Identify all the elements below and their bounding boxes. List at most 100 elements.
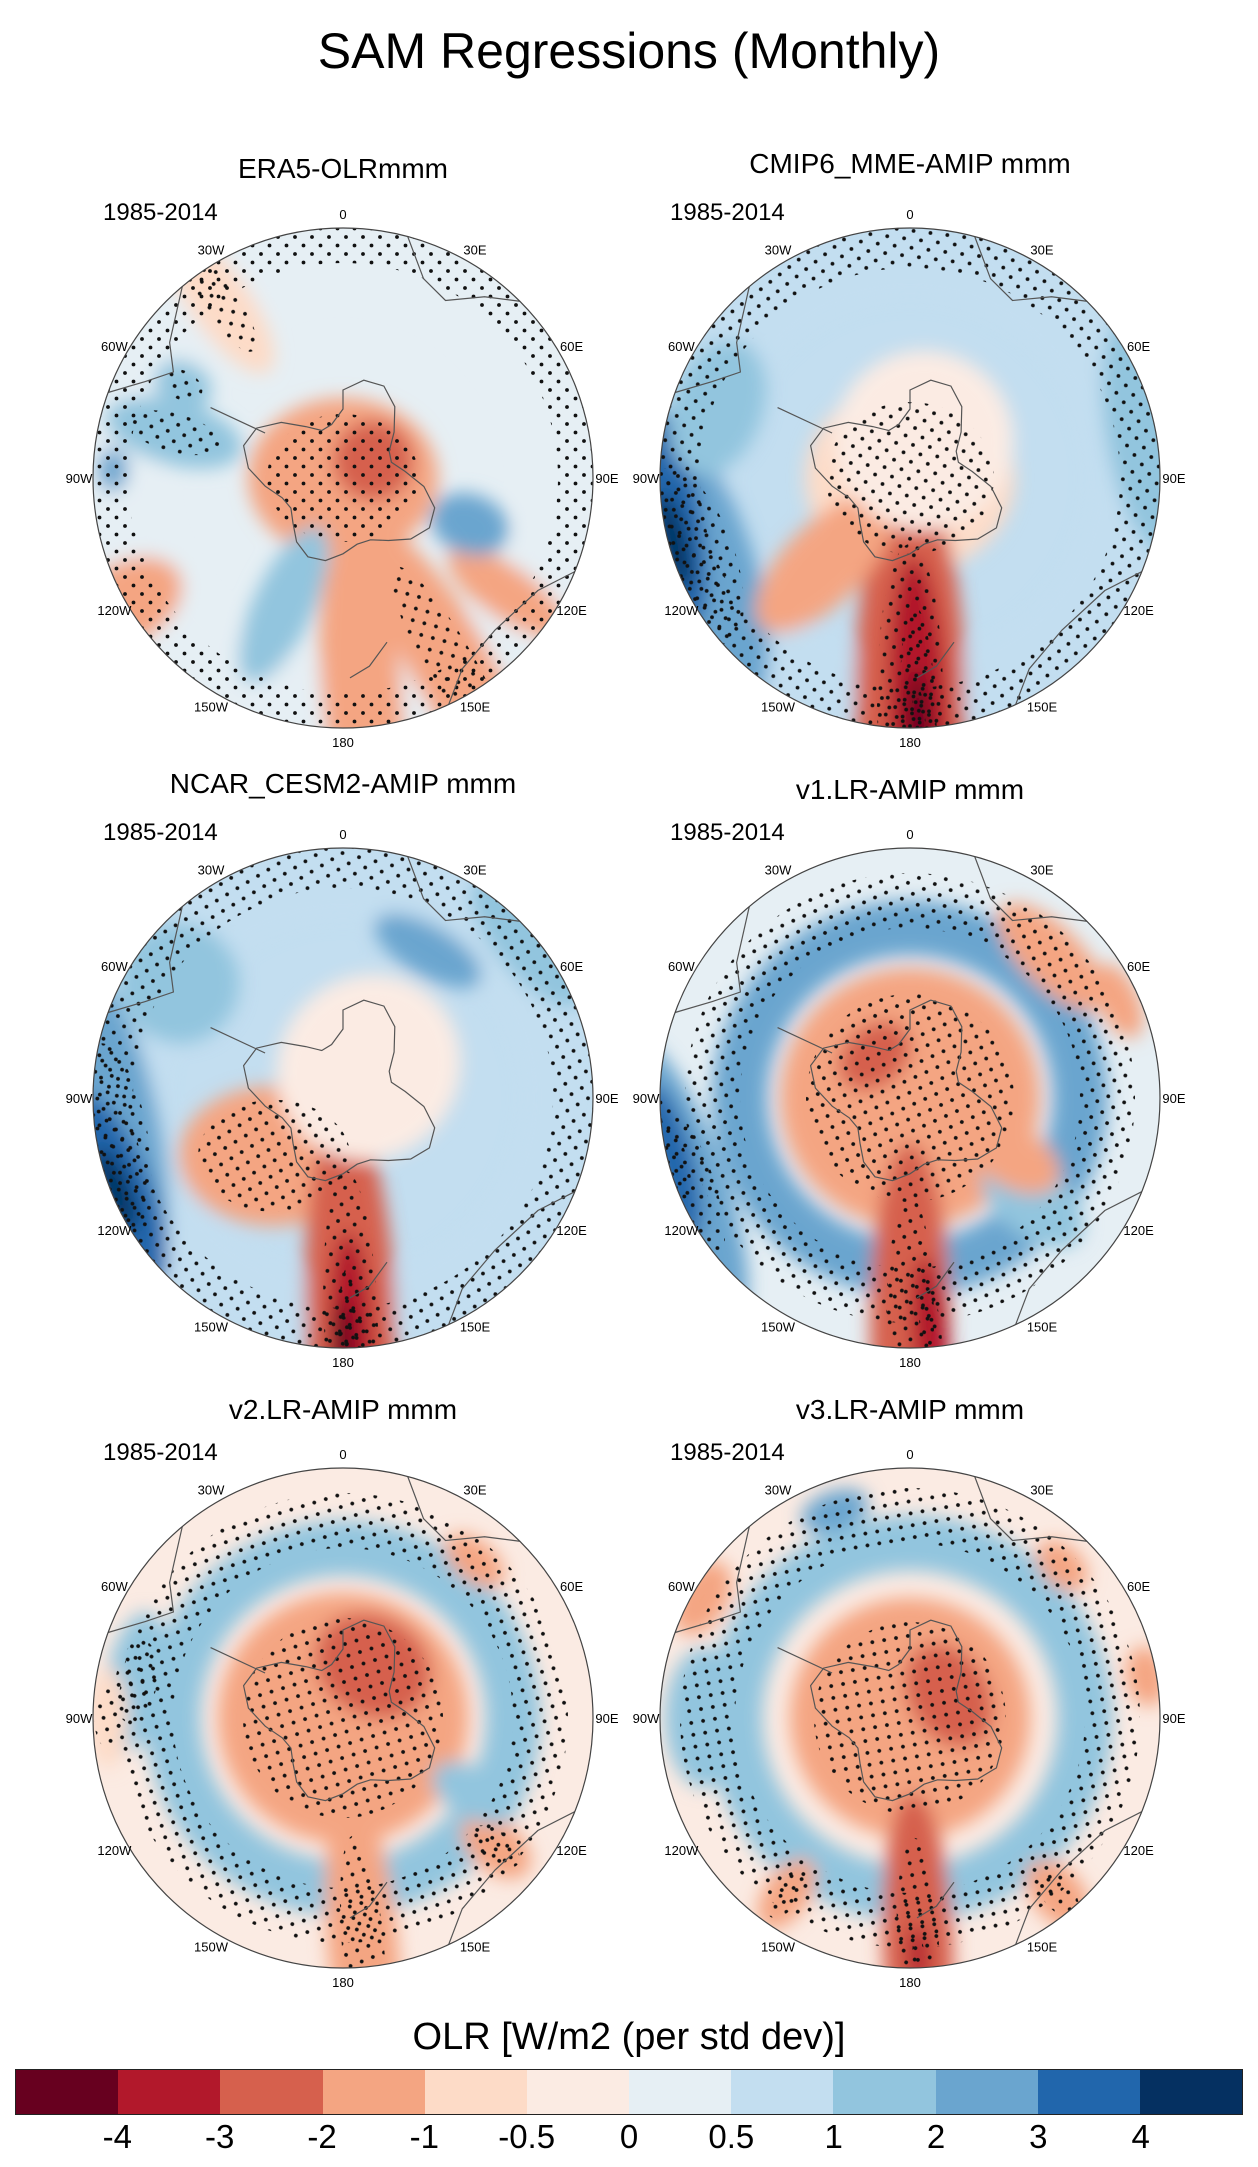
colorbar-swatch (1139, 2070, 1243, 2114)
colorbar-swatch (526, 2070, 630, 2114)
longitude-label: 150W (761, 1940, 796, 1955)
significance-stippling (660, 873, 1135, 1348)
colorbar-tick-label: -4 (102, 2118, 132, 2155)
longitude-label: 60E (1127, 959, 1150, 974)
longitude-label: 30W (198, 242, 225, 257)
longitude-label: 0 (339, 1447, 346, 1462)
polar-map: 0 30E 60E 90E 120E 150E 180 150W 120W 90W 60W 30W (633, 1447, 1186, 1988)
longitude-label: 90E (1162, 1711, 1185, 1726)
panel-period: 1985-2014 (670, 819, 785, 846)
colorbar-swatch (322, 2070, 425, 2114)
map-boundary (92, 1467, 594, 1969)
longitude-label: 90E (595, 471, 618, 486)
anomaly-region (430, 492, 509, 556)
panel-period: 1985-2014 (670, 1439, 785, 1466)
longitude-label: 60W (668, 339, 695, 354)
coastline (674, 856, 1143, 1325)
longitude-label: 30W (198, 862, 225, 877)
anomaly-region (319, 537, 404, 728)
panel-period: 1985-2014 (103, 199, 218, 226)
longitude-label: 150W (194, 1940, 229, 1955)
map-panel: NCAR_CESM2-AMIP mmm 1985-2014 0 30E 60E 90E… (53, 768, 633, 1368)
coastline (107, 1476, 576, 1945)
longitude-label: 120E (556, 1223, 587, 1238)
longitude-label: 150E (460, 1320, 491, 1335)
longitude-label: 150W (194, 700, 229, 715)
colorbar-swatch (833, 2070, 936, 2114)
longitude-label: 90W (66, 471, 93, 486)
panel-title: CMIP6_MME-AMIP mmm (749, 148, 1071, 179)
longitude-label: 30E (1030, 862, 1053, 877)
longitude-label: 30W (765, 862, 792, 877)
longitude-label: 180 (332, 1975, 354, 1988)
colorbar-tick-label: 2 (926, 2118, 946, 2155)
coastline (107, 236, 576, 705)
polar-map: 0 30E 60E 90E 120E 150E 180 150W 120W 90W 60W 30W (633, 827, 1186, 1368)
colorbar-title: OLR [W/m2 (per std dev)] (412, 2016, 846, 2058)
longitude-label: 90W (633, 1091, 660, 1106)
longitude-label: 90E (595, 1091, 618, 1106)
longitude-label: 180 (899, 1355, 921, 1368)
colorbar-swatch (629, 2070, 732, 2114)
longitude-label: 60W (101, 339, 128, 354)
longitude-label: 90W (66, 1711, 93, 1726)
longitude-label: 150E (460, 1940, 491, 1955)
colorbar-swatch (1037, 2070, 1140, 2114)
longitude-label: 120W (664, 1223, 699, 1238)
colorbar-tick-label: 1 (824, 2118, 843, 2155)
panel-period: 1985-2014 (103, 819, 218, 846)
significance-stippling (94, 1493, 568, 1968)
coastline (674, 236, 1143, 705)
longitude-label: 30W (198, 1482, 225, 1497)
panel-title: v1.LR-AMIP mmm (795, 774, 1025, 805)
polar-map: 0 30E 60E 90E 120E 150E 180 150W 120W 90W 60W 30W (66, 827, 619, 1368)
colorbar-swatch (16, 2070, 119, 2114)
anomaly-region (238, 526, 329, 683)
longitude-label: 120E (1123, 603, 1154, 618)
longitude-label: 30E (1030, 1482, 1053, 1497)
longitude-label: 150W (761, 700, 796, 715)
longitude-label: 180 (899, 1975, 921, 1988)
longitude-label: 90E (1162, 471, 1185, 486)
colorbar-swatch (731, 2070, 834, 2114)
longitude-label: 120W (97, 603, 132, 618)
longitude-label: 90E (1162, 1091, 1185, 1106)
anomaly-region (374, 913, 482, 988)
panel-title: ERA5-OLRmmm (237, 153, 448, 184)
longitude-label: 0 (906, 207, 913, 222)
longitude-label: 150E (460, 700, 491, 715)
significance-stippling (680, 1488, 1140, 1968)
longitude-label: 60E (560, 339, 583, 354)
longitude-label: 180 (332, 735, 354, 748)
longitude-label: 30E (463, 862, 486, 877)
longitude-label: 0 (339, 827, 346, 842)
longitude-label: 120W (97, 1223, 132, 1238)
colorbar-tick-label: 3 (1029, 2118, 1048, 2155)
longitude-label: 180 (332, 1355, 354, 1368)
colorbar-swatch (220, 2070, 323, 2114)
longitude-label: 90W (633, 471, 660, 486)
map-panel: v1.LR-AMIP mmm 1985-2014 0 30E 60E 90E 120E 1… (620, 768, 1200, 1368)
longitude-label: 0 (339, 207, 346, 222)
longitude-label: 150E (1027, 1320, 1058, 1335)
colorbar-swatch (118, 2070, 221, 2114)
longitude-label: 90W (633, 1711, 660, 1726)
map-panel: v2.LR-AMIP mmm 1985-2014 0 30E 60E 90E 120E 1… (53, 1388, 633, 1988)
longitude-label: 150W (194, 1320, 229, 1335)
longitude-label: 90W (66, 1091, 93, 1106)
significance-stippling (660, 228, 1160, 728)
polar-map: 0 30E 60E 90E 120E 150E 180 150W 120W 90W 60W 30W (633, 207, 1186, 748)
map-boundary (659, 1467, 1161, 1969)
longitude-label: 60E (1127, 1579, 1150, 1594)
colorbar (15, 2069, 1243, 2115)
longitude-label: 60E (560, 1579, 583, 1594)
longitude-label: 60W (101, 959, 128, 974)
longitude-label: 0 (906, 827, 913, 842)
panel-period: 1985-2014 (670, 199, 785, 226)
longitude-label: 120E (556, 1843, 587, 1858)
longitude-label: 180 (899, 735, 921, 748)
map-boundary (659, 227, 1161, 729)
longitude-label: 30E (463, 242, 486, 257)
longitude-label: 120E (1123, 1843, 1154, 1858)
colorbar-tick-label: -3 (204, 2118, 235, 2155)
